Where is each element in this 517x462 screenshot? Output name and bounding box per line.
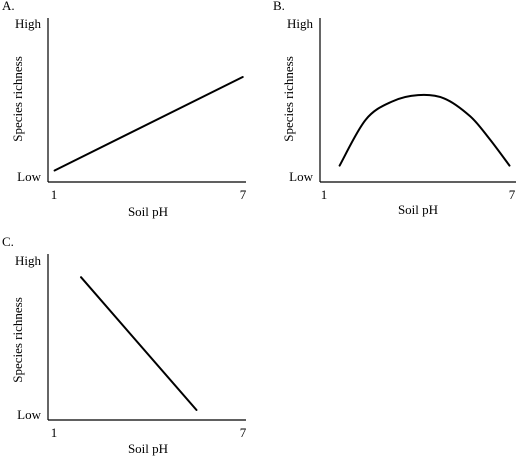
panel-c-xtick-1: 1 <box>51 425 58 440</box>
panel-b-xlabel: Soil pH <box>398 202 438 217</box>
panel-b-ytick-high: High <box>287 16 314 31</box>
panel-c-xlabel: Soil pH <box>128 441 168 456</box>
panel-b-xtick-1: 1 <box>321 187 328 202</box>
panel-b-ytick-low: Low <box>289 169 313 184</box>
panel-a-xtick-7: 7 <box>240 187 247 202</box>
panel-b-series-line <box>338 93 511 167</box>
panel-b-xtick-7: 7 <box>509 187 516 202</box>
panel-c-label: C. <box>2 234 14 249</box>
panel-a: A. High Low 1 7 Soil pH Species richness <box>2 0 247 219</box>
panel-c-ytick-low: Low <box>17 407 41 422</box>
panel-c-series-line <box>80 276 198 411</box>
panel-a-xlabel: Soil pH <box>128 204 168 219</box>
panel-b-label: B. <box>273 0 285 13</box>
panel-b: B. High Low 1 7 Soil pH Species richness <box>273 0 516 217</box>
panel-c-ytick-high: High <box>15 253 42 268</box>
panel-b-ylabel: Species richness <box>281 56 296 142</box>
panel-a-series-line <box>53 76 244 172</box>
panel-a-label: A. <box>2 0 15 13</box>
panel-a-ytick-low: Low <box>17 169 41 184</box>
panel-a-ylabel: Species richness <box>10 56 25 142</box>
panel-a-xtick-1: 1 <box>51 187 58 202</box>
panel-c: C. High Low 1 7 Soil pH Species richness <box>2 234 247 456</box>
panel-c-ylabel: Species richness <box>10 297 25 383</box>
panel-a-ytick-high: High <box>15 16 42 31</box>
panel-c-xtick-7: 7 <box>240 425 247 440</box>
